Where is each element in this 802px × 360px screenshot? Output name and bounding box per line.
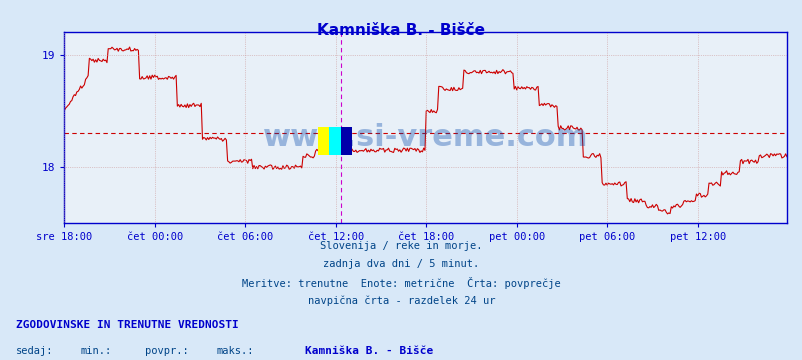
Bar [340,127,351,155]
Text: Kamniška B. - Bišče: Kamniška B. - Bišče [317,23,485,39]
Text: min.:: min.: [80,346,111,356]
Bar [318,127,329,155]
Text: Slovenija / reke in morje.: Slovenija / reke in morje. [320,241,482,251]
Text: povpr.:: povpr.: [144,346,188,356]
Text: zadnja dva dni / 5 minut.: zadnja dva dni / 5 minut. [323,259,479,269]
Text: www.si-vreme.com: www.si-vreme.com [262,123,588,152]
Text: sedaj:: sedaj: [16,346,54,356]
Text: ZGODOVINSKE IN TRENUTNE VREDNOSTI: ZGODOVINSKE IN TRENUTNE VREDNOSTI [16,320,238,330]
Text: maks.:: maks.: [217,346,254,356]
Text: Meritve: trenutne  Enote: metrične  Črta: povprečje: Meritve: trenutne Enote: metrične Črta: … [242,277,560,289]
Text: navpična črta - razdelek 24 ur: navpična črta - razdelek 24 ur [307,295,495,306]
Bar [329,127,340,155]
Text: Kamniška B. - Bišče: Kamniška B. - Bišče [305,346,433,356]
